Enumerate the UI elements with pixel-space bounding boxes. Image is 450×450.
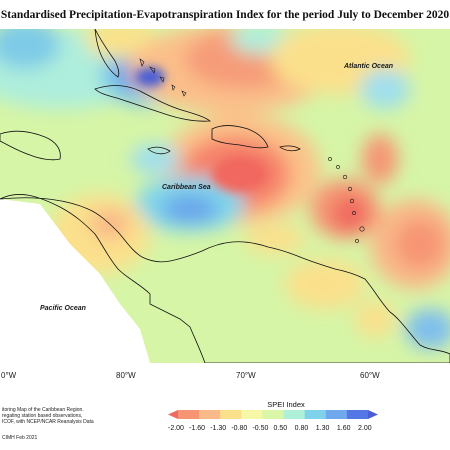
coastline-mainland <box>0 194 450 363</box>
legend-tick-label: -2.00 <box>168 425 184 432</box>
legend-swatch <box>241 410 263 419</box>
longitude-label-60w: 60°W <box>360 371 380 380</box>
coastline-yucatan <box>0 130 61 161</box>
label-atlantic-ocean: Atlantic Ocean <box>344 63 394 70</box>
legend-swatch <box>325 410 348 419</box>
longitude-label-70w: 70°W <box>236 371 256 380</box>
coastline-hispaniola <box>211 125 269 149</box>
spei-map <box>0 29 450 363</box>
legend-tick-label: 1.60 <box>336 425 351 432</box>
coastline-bahamas <box>139 58 187 97</box>
label-pacific-ocean: Pacific Ocean <box>40 305 86 312</box>
legend-title: SPEI Index <box>267 400 305 409</box>
footnote-line-1: itoring Map of the Caribbean Region. <box>2 407 84 413</box>
legend-tick-label: -1.30 <box>210 425 227 432</box>
longitude-label-80w: 80°W <box>116 371 136 380</box>
footnote-line-3: ICOF, with NCEP/NCAR Reanalysis Data <box>2 419 94 425</box>
coastline-lesser-antilles <box>328 157 365 243</box>
legend-tick-label: 0.50 <box>273 425 288 432</box>
map-title: Standardised Precipitation-Evapotranspir… <box>0 9 450 21</box>
legend-swatch <box>220 410 242 419</box>
coastline-florida <box>94 29 120 78</box>
spei-strong-anomalies <box>135 67 268 192</box>
coastline-puerto-rico <box>279 145 301 152</box>
legend-swatch <box>199 410 221 419</box>
coastline-cuba <box>94 85 212 122</box>
legend-swatch <box>283 410 306 419</box>
legend-tick-label: 1.30 <box>315 425 330 432</box>
label-caribbean-sea: Caribbean Sea <box>162 184 211 191</box>
legend-swatch <box>304 410 327 419</box>
pacific-ocean-unanalysed <box>0 199 150 363</box>
legend-tick-label: -0.50 <box>252 425 269 432</box>
coastline-jamaica <box>147 146 171 155</box>
legend-tick-label: -1.60 <box>189 425 206 432</box>
footnote-credit: CIMH Feb 2021 <box>2 435 38 441</box>
legend-tick-label: 2.00 <box>358 425 372 432</box>
footnote-line-2: regating station based observations, <box>2 413 83 419</box>
legend-swatch <box>368 410 378 419</box>
legend-swatch <box>178 410 200 419</box>
longitude-label-0: 0°W <box>1 371 17 380</box>
legend-tick-label: -0.80 <box>231 425 248 432</box>
legend-swatch <box>262 410 284 419</box>
spei-contours <box>0 29 450 349</box>
legend-colorbar <box>168 410 378 419</box>
legend-tick-label: 0.80 <box>294 425 309 432</box>
map-area <box>0 29 450 363</box>
legend-swatch <box>346 410 369 419</box>
legend-swatch <box>168 410 178 419</box>
